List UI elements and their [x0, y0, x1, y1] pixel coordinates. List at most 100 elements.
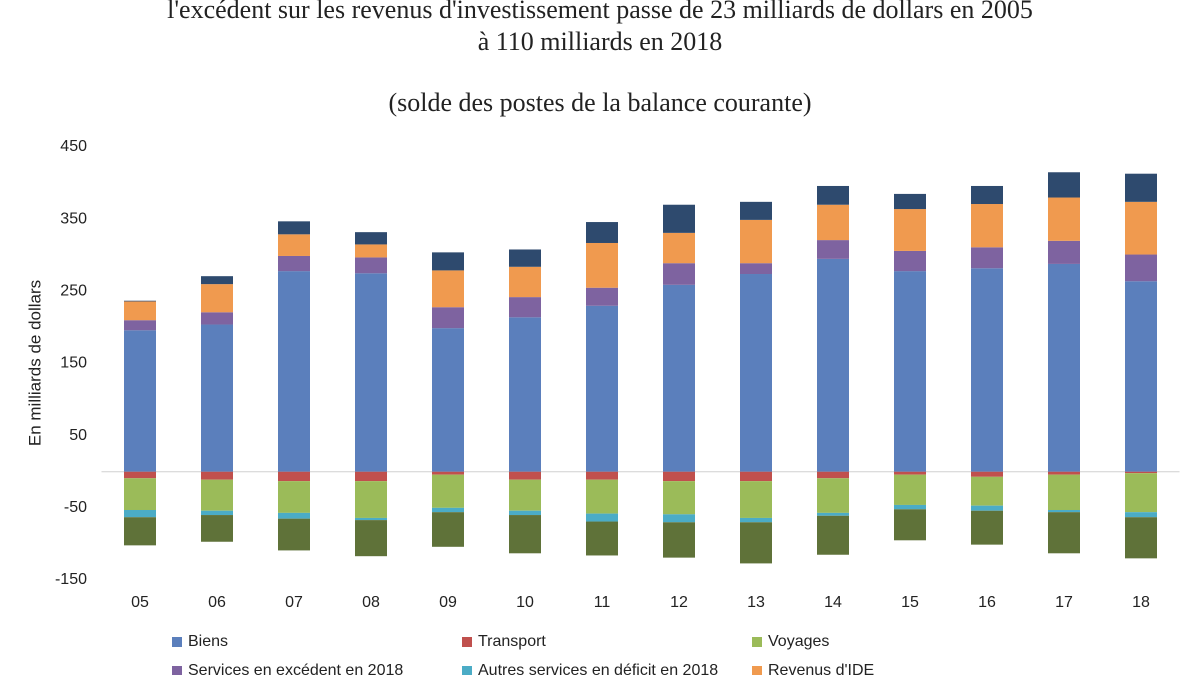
- bar-segment: [278, 221, 310, 235]
- bar-segment: [124, 300, 156, 302]
- bar-segment: [817, 185, 849, 205]
- bar-segment: [278, 271, 310, 472]
- bar-segment: [663, 522, 695, 558]
- bar-segment: [894, 474, 926, 505]
- bar-segment: [432, 270, 464, 308]
- bar-segment: [355, 471, 387, 482]
- x-tick-label: 06: [208, 594, 226, 611]
- bar-segment: [355, 257, 387, 274]
- bar-segment: [1125, 517, 1157, 559]
- bar-segment: [894, 509, 926, 541]
- bar-segment: [432, 512, 464, 547]
- chart-subtitle: (solde des postes de la balance courante…: [388, 88, 811, 117]
- x-tick-label: 14: [824, 594, 842, 611]
- bar-segment: [278, 481, 310, 513]
- bar-segment: [1048, 240, 1080, 264]
- bar-segment: [201, 324, 233, 472]
- bar-segment: [663, 204, 695, 233]
- bar-segment: [663, 232, 695, 264]
- legend-label: Voyages: [768, 633, 829, 650]
- bar-segment: [1048, 263, 1080, 472]
- bar-segment: [740, 481, 772, 518]
- bar-segment: [586, 513, 618, 522]
- bar-segment: [663, 263, 695, 285]
- bar-segment: [509, 471, 541, 480]
- bar-segment: [124, 301, 156, 321]
- bar-segment: [509, 510, 541, 516]
- bar-segment: [817, 478, 849, 513]
- bar-segment: [124, 320, 156, 331]
- bar-segment: [1048, 509, 1080, 513]
- bar-segment: [1125, 173, 1157, 202]
- bar-segment: [201, 284, 233, 313]
- bar-segment: [509, 249, 541, 267]
- legend-swatch: [462, 637, 472, 647]
- bar-segment: [355, 273, 387, 472]
- bar-segment: [278, 234, 310, 256]
- bar-segment: [971, 505, 1003, 511]
- bar-segment: [1125, 471, 1157, 474]
- bar-segment: [971, 471, 1003, 477]
- bar-segment: [432, 307, 464, 329]
- bar-segment: [1125, 512, 1157, 518]
- bar-segment: [894, 471, 926, 475]
- x-tick-label: 18: [1132, 594, 1150, 611]
- legend-swatch: [172, 637, 182, 647]
- bar-segment: [1048, 172, 1080, 198]
- bar-segment: [201, 515, 233, 542]
- y-tick-label: 450: [60, 138, 87, 155]
- bar-segment: [586, 479, 618, 514]
- bar-segment: [278, 512, 310, 519]
- bar-segment: [894, 271, 926, 472]
- bar-segment: [278, 255, 310, 272]
- y-tick-label: -150: [55, 571, 87, 588]
- legend-label: Transport: [478, 633, 546, 650]
- bar-segment: [663, 514, 695, 523]
- bar-segment: [432, 328, 464, 472]
- bar-segment: [201, 312, 233, 325]
- bar-segment: [817, 515, 849, 555]
- x-tick-label: 09: [439, 594, 457, 611]
- bar-segment: [1048, 474, 1080, 510]
- bar-segment: [740, 517, 772, 523]
- bar-segment: [817, 204, 849, 241]
- bar-segment: [201, 471, 233, 480]
- bar-segment: [509, 297, 541, 318]
- bar-segment: [124, 330, 156, 472]
- legend-swatch: [172, 666, 182, 676]
- bar-segment: [971, 185, 1003, 205]
- bar-segment: [663, 471, 695, 482]
- bar-segment: [894, 250, 926, 272]
- bar-segment: [740, 219, 772, 264]
- chart-title: l'excédent sur les revenus d'investissem…: [167, 0, 1033, 24]
- bar-segment: [817, 512, 849, 516]
- bar-segment: [1048, 471, 1080, 475]
- bar-segment: [201, 510, 233, 516]
- bar-segment: [432, 252, 464, 271]
- bar-segment: [1048, 197, 1080, 241]
- bar-segment: [432, 474, 464, 508]
- y-tick-label: 350: [60, 210, 87, 227]
- chart-title: à 110 milliards en 2018: [478, 27, 723, 56]
- bar-segment: [971, 268, 1003, 472]
- y-tick-label: 50: [69, 427, 87, 444]
- bar-segment: [1048, 512, 1080, 554]
- bar-segment: [817, 240, 849, 259]
- legend-label: Autres services en déficit en 2018: [478, 662, 718, 675]
- bar-segment: [971, 510, 1003, 545]
- x-tick-label: 11: [594, 594, 611, 611]
- bar-segment: [971, 204, 1003, 248]
- bar-segment: [586, 521, 618, 556]
- legend-label: Services en excédent en 2018: [188, 662, 403, 675]
- x-tick-label: 15: [901, 594, 919, 611]
- x-tick-label: 08: [362, 594, 380, 611]
- bar-segment: [971, 476, 1003, 506]
- bar-segment: [740, 274, 772, 472]
- y-tick-label: 150: [60, 355, 87, 372]
- bar-segment: [740, 201, 772, 220]
- bar-segment: [1125, 281, 1157, 472]
- bar-segment: [663, 481, 695, 515]
- bar-segment: [817, 471, 849, 479]
- x-tick-label: 07: [285, 594, 303, 611]
- bar-segment: [432, 507, 464, 513]
